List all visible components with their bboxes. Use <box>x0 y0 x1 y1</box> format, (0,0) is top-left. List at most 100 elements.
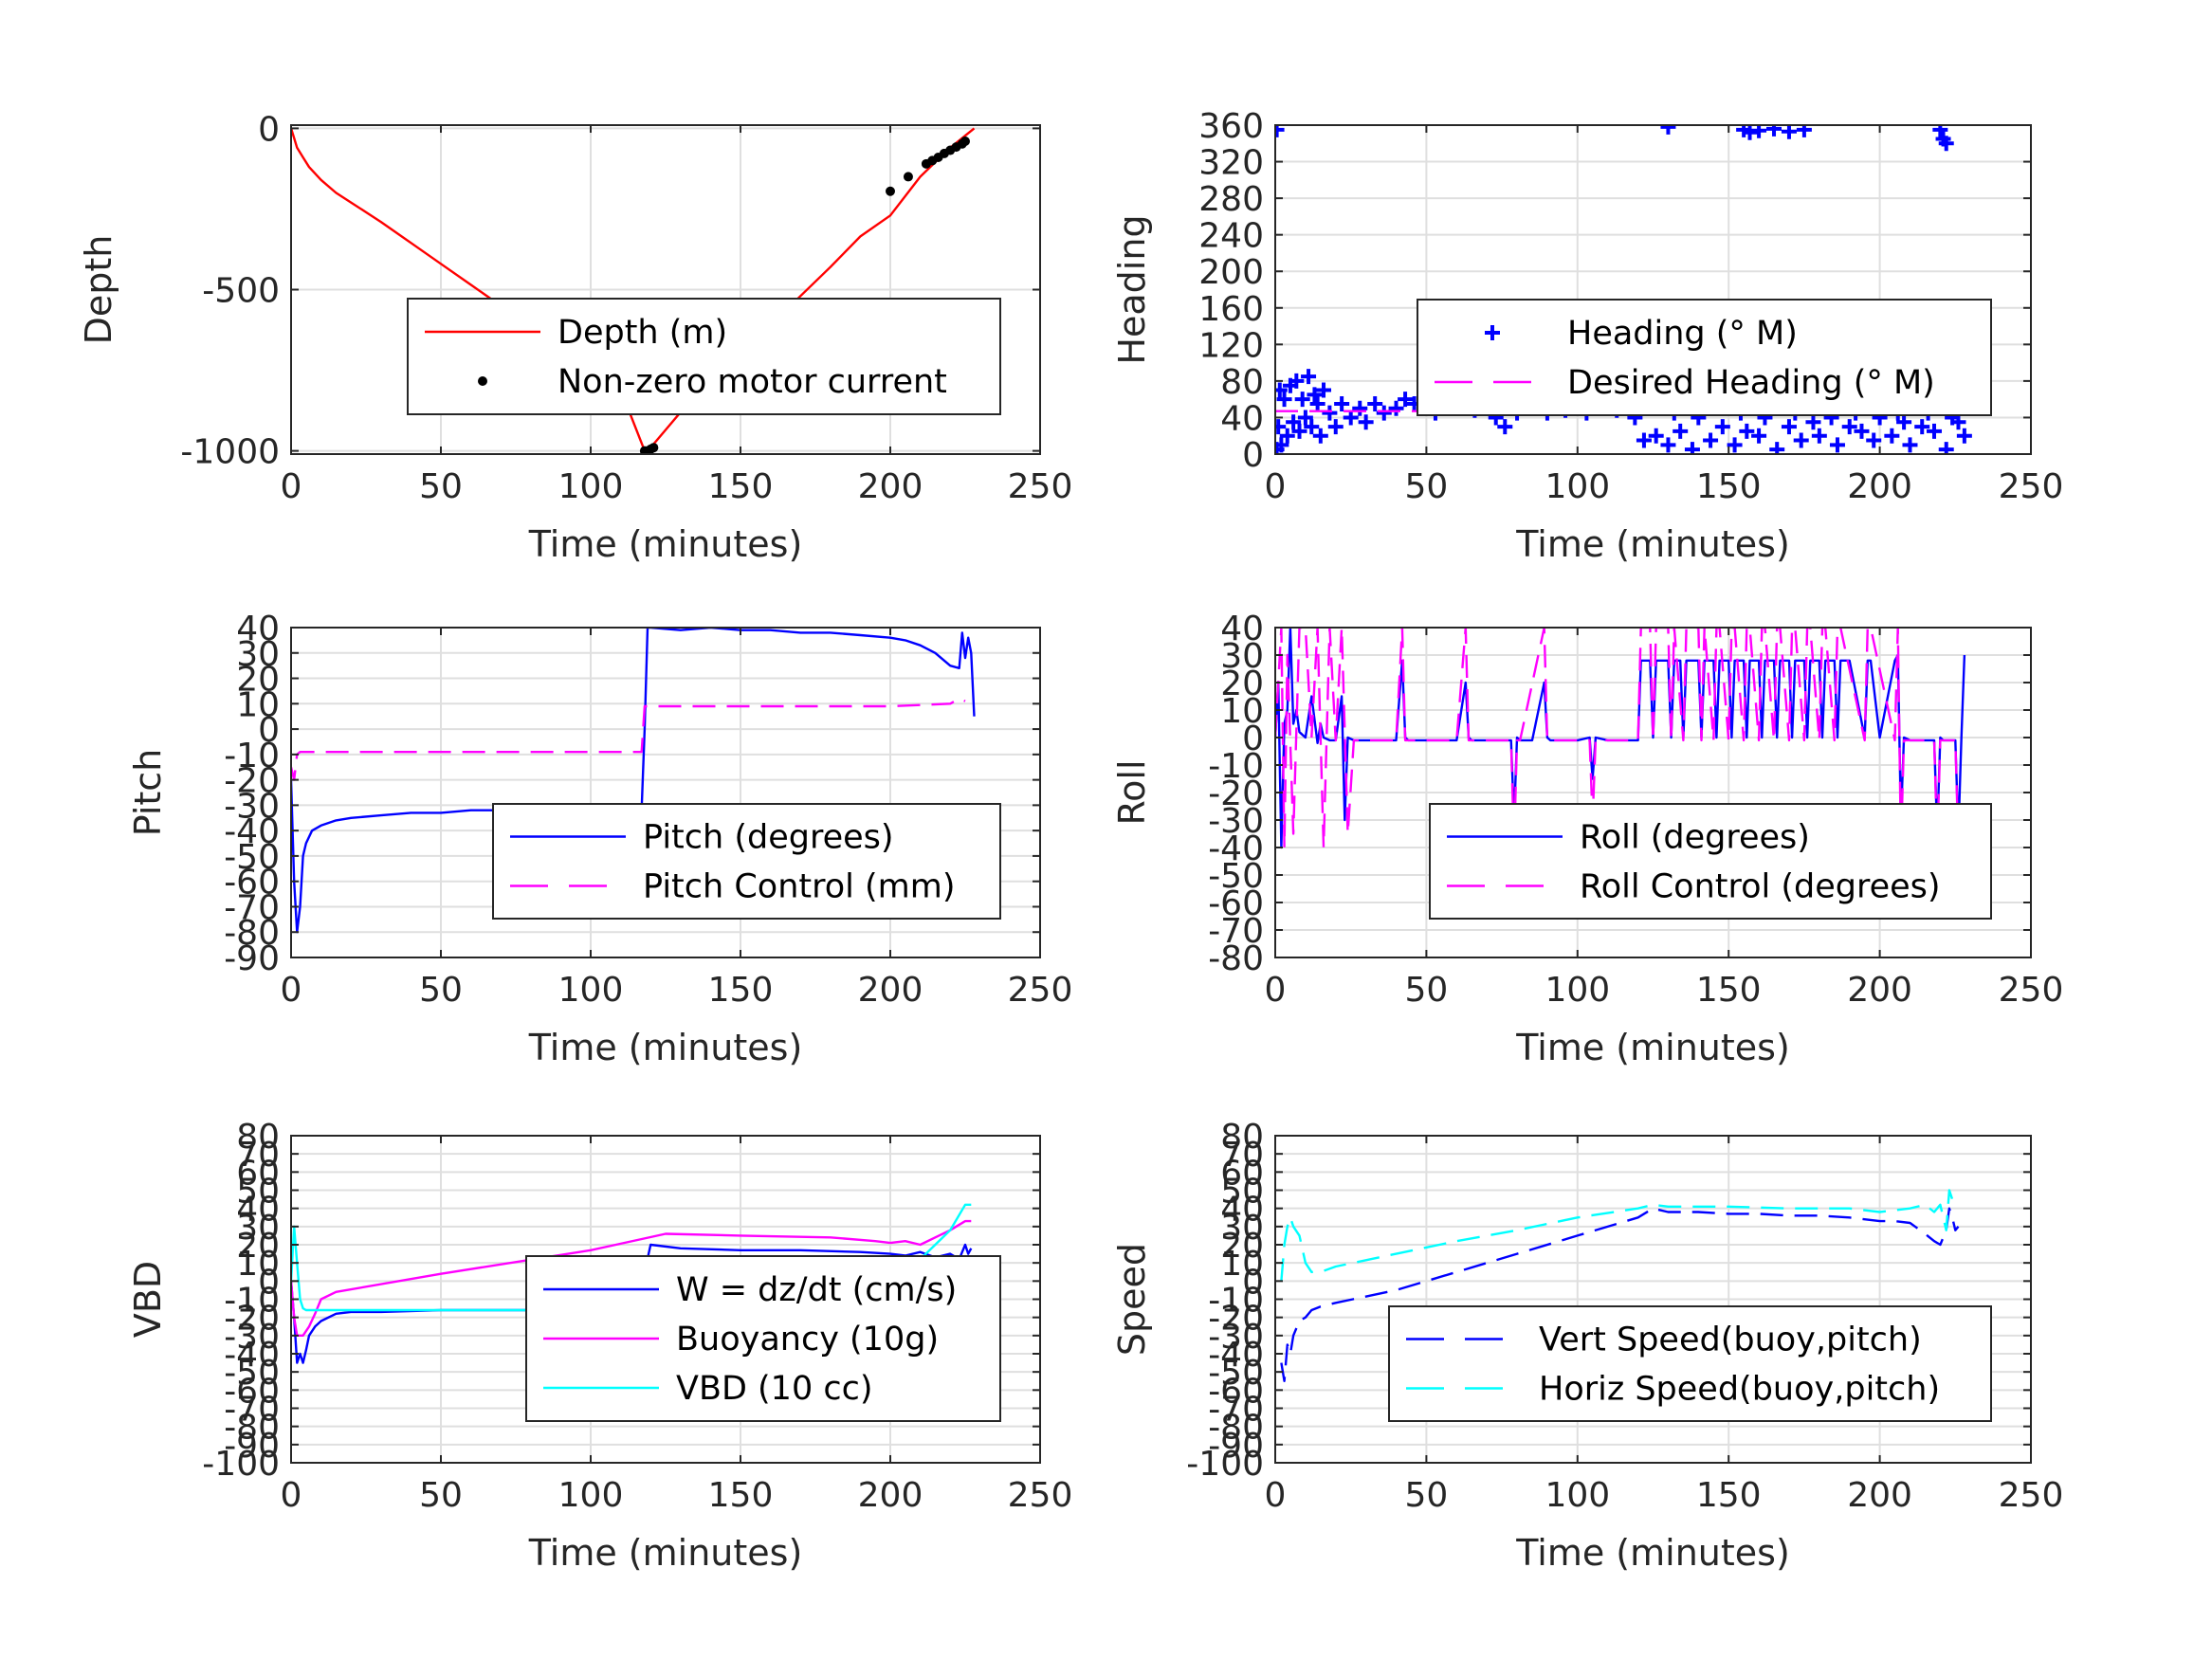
data-point <box>1275 125 1285 137</box>
y-tick-label: 70 <box>236 1136 280 1175</box>
x-tick-label: 200 <box>1847 1476 1912 1515</box>
data-point <box>1279 428 1295 444</box>
y-tick-label: -20 <box>224 762 280 801</box>
data-point <box>1286 414 1302 430</box>
y-tick-label: -80 <box>224 1409 280 1448</box>
y-tick-label: 360 <box>1198 107 1264 146</box>
data-point <box>1648 428 1664 444</box>
data-point <box>1739 423 1755 439</box>
data-point <box>1304 419 1320 435</box>
data-point <box>1796 125 1812 137</box>
y-axis-label: Pitch <box>127 749 169 837</box>
data-point <box>1297 410 1313 426</box>
x-tick-label: 100 <box>558 971 624 1010</box>
data-point <box>1938 136 1954 152</box>
y-tick-label: -60 <box>1208 1372 1264 1411</box>
y-tick-label: -100 <box>1186 1445 1264 1484</box>
legend-label: Vert Speed(buoy,pitch) <box>1539 1322 1922 1359</box>
legend-label: Heading (° M) <box>1567 315 1798 353</box>
x-tick-label: 250 <box>1008 971 1073 1010</box>
y-tick-label: 10 <box>1220 692 1264 731</box>
y-tick-label: 50 <box>236 1173 280 1212</box>
legend: Vert Speed(buoy,pitch) Horiz Speed(buoy,p… <box>1388 1305 1992 1422</box>
y-tick-label: -90 <box>224 1427 280 1466</box>
y-tick-label: -60 <box>1208 884 1264 923</box>
legend-label: Horiz Speed(buoy,pitch) <box>1539 1371 1940 1409</box>
y-tick-label: 60 <box>236 1154 280 1193</box>
x-tick-label: 200 <box>858 1476 923 1515</box>
y-tick-label: 40 <box>1220 1191 1264 1230</box>
y-tick-label: 60 <box>1220 1154 1264 1193</box>
legend-label: Pitch (degrees) <box>643 819 894 857</box>
x-tick-label: 250 <box>1999 467 2064 506</box>
data-point <box>1367 395 1383 411</box>
data-point <box>1275 419 1287 435</box>
y-tick-label: -30 <box>224 1318 280 1357</box>
x-tick-label: 150 <box>708 467 774 506</box>
data-point <box>1902 437 1918 453</box>
y-tick-label: -30 <box>1208 1318 1264 1357</box>
y-tick-label: -90 <box>1208 1427 1264 1466</box>
legend-label: Pitch Control (mm) <box>643 868 955 906</box>
data-point <box>1854 423 1870 439</box>
x-axis-label: Time (minutes) <box>1515 1027 1790 1068</box>
y-axis-label: Speed <box>1111 1243 1153 1356</box>
data-point <box>1841 419 1857 435</box>
y-tick-label: -20 <box>1208 1300 1264 1339</box>
legend-box <box>492 803 1001 920</box>
x-tick-label: 200 <box>858 467 923 506</box>
y-tick-label: 40 <box>236 610 280 648</box>
legend: W = dz/dt (cm/s) Buoyancy (10g) VBD (10 cc… <box>525 1255 1001 1422</box>
y-tick-label: -70 <box>224 888 280 927</box>
y-tick-label: 200 <box>1198 253 1264 292</box>
y-tick-label: 320 <box>1198 144 1264 183</box>
data-point <box>1309 395 1325 411</box>
legend-label: VBD (10 cc) <box>676 1370 873 1408</box>
y-tick-label: 30 <box>236 635 280 674</box>
y-tick-label: 80 <box>236 1118 280 1157</box>
data-point <box>1896 414 1912 430</box>
y-tick-label: 10 <box>236 685 280 724</box>
subplot-6: 0 50 100 150 200 25080706050403020100-10-20-3… <box>1111 1118 2063 1574</box>
x-tick-label: 150 <box>1696 1476 1762 1515</box>
data-point <box>1926 423 1942 439</box>
data-point <box>1769 442 1785 454</box>
data-point <box>1793 432 1809 448</box>
x-tick-label: 100 <box>558 467 624 506</box>
y-tick-label: -50 <box>224 1354 280 1393</box>
y-tick-label: 50 <box>1220 1173 1264 1212</box>
x-tick-label: 100 <box>1545 1476 1610 1515</box>
y-tick-label: -50 <box>1208 857 1264 896</box>
data-point <box>1275 382 1288 398</box>
y-tick-label: -60 <box>224 864 280 902</box>
y-tick-label: 0 <box>258 711 280 750</box>
series-group <box>1280 1189 1960 1383</box>
subplot-5: 0 50 100 150 200 25080706050403020100-10-20-3… <box>127 1118 1072 1574</box>
data-point <box>1684 442 1700 454</box>
data-point <box>1388 400 1404 416</box>
data-point <box>1316 382 1332 398</box>
legend-label: Buoyancy (10g) <box>676 1321 939 1358</box>
x-tick-label: 200 <box>1847 467 1912 506</box>
legend-swatch <box>478 376 487 386</box>
x-tick-label: 150 <box>1696 467 1762 506</box>
x-tick-label: 100 <box>1545 971 1610 1010</box>
x-tick-label: 150 <box>708 1476 774 1515</box>
y-tick-label: -10 <box>1208 747 1264 786</box>
y-tick-label: 80 <box>1220 363 1264 402</box>
y-tick-label: 160 <box>1198 290 1264 329</box>
x-tick-label: 0 <box>281 1476 302 1515</box>
y-tick-label: -20 <box>224 1300 280 1339</box>
y-tick-label: 40 <box>1220 399 1264 438</box>
data-point <box>1294 392 1310 408</box>
data-point <box>1950 414 1966 430</box>
series-line-1 <box>1275 628 1966 849</box>
y-tick-label: 20 <box>1220 665 1264 703</box>
data-point <box>1703 432 1719 448</box>
series-line-1 <box>291 628 976 934</box>
data-point <box>1358 414 1374 430</box>
x-axis-label: Time (minutes) <box>1515 1532 1790 1574</box>
legend-box <box>1429 803 1992 920</box>
